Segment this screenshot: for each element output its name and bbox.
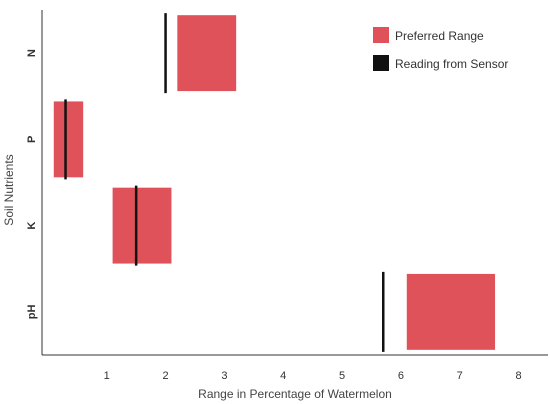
bars-layer — [53, 15, 496, 350]
x-tick-label: 7 — [457, 370, 463, 382]
category-label-k: K — [26, 222, 38, 230]
readings-layer — [64, 13, 385, 352]
legend-label-reading-from-sensor: Reading from Sensor — [395, 57, 508, 71]
x-tick-label: 2 — [162, 370, 168, 382]
preferred-range-bar-p — [53, 101, 84, 178]
x-axis-title: Range in Percentage of Watermelon — [198, 387, 392, 401]
category-label-ph: pH — [26, 304, 38, 319]
legend: Preferred Range Reading from Sensor — [373, 27, 508, 71]
legend-label-preferred-range: Preferred Range — [395, 29, 484, 43]
preferred-range-bar-ph — [406, 273, 496, 350]
y-axis-title: Soil Nutrients — [2, 154, 16, 225]
x-tick-label: 8 — [516, 370, 522, 382]
category-label-n: N — [26, 49, 38, 57]
x-tick-label: 4 — [280, 370, 286, 382]
x-tick-labels: 1 2 3 4 5 6 7 8 — [104, 370, 522, 382]
legend-swatch-reading-from-sensor — [373, 55, 389, 71]
x-tick-label: 1 — [104, 370, 110, 382]
x-tick-label: 3 — [221, 370, 227, 382]
preferred-range-bar-n — [177, 15, 237, 92]
legend-swatch-preferred-range — [373, 27, 389, 43]
x-tick-label: 6 — [398, 370, 404, 382]
preferred-range-bar-k — [112, 187, 172, 264]
y-category-labels: N P KpH — [26, 49, 38, 319]
x-tick-label: 5 — [339, 370, 345, 382]
category-label-p: P — [26, 136, 38, 143]
